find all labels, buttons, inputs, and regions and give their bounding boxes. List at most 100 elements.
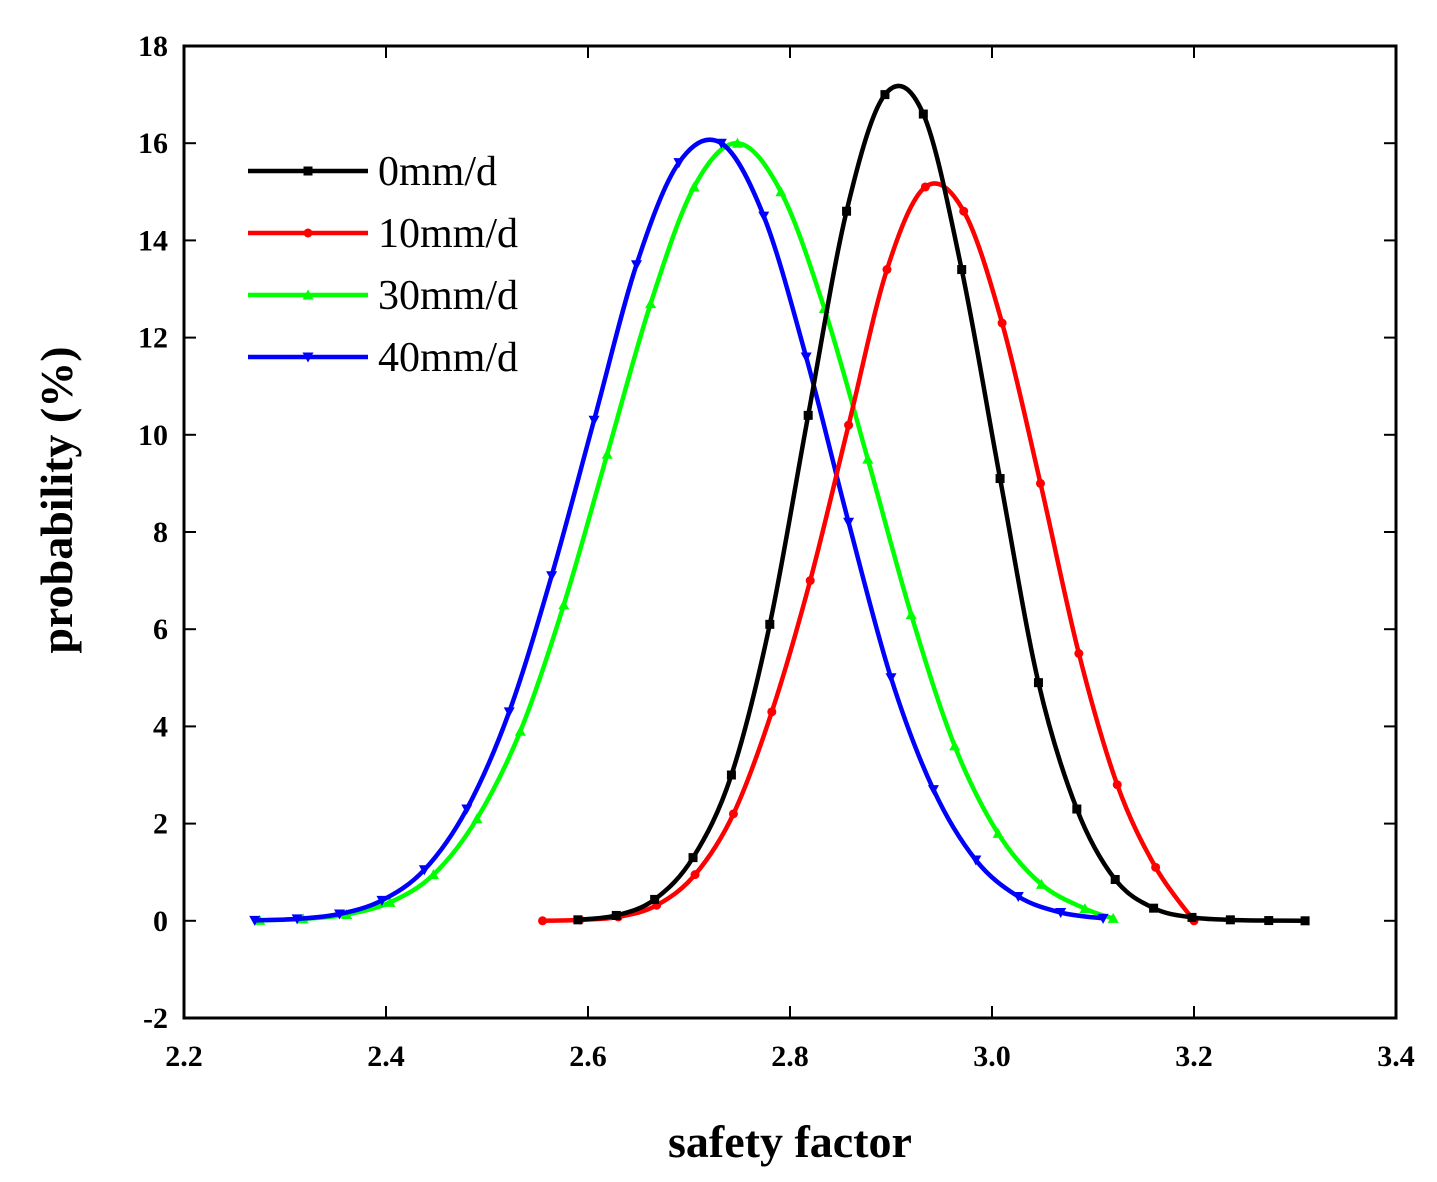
data-point-40mmd [334, 909, 346, 920]
data-point-30mmd [384, 896, 396, 907]
data-point-40mmd [461, 804, 473, 815]
data-point-40mmd [1055, 908, 1067, 919]
x-tick-label: 2.2 [165, 1040, 203, 1073]
data-point-0mmd [1264, 916, 1274, 926]
data-point-10mmd [805, 576, 815, 586]
data-point-10mmd [767, 707, 777, 717]
data-point-10mmd [1035, 478, 1045, 488]
data-point-10mmd [538, 916, 548, 926]
data-point-40mmd [843, 517, 855, 528]
data-point-40mmd [1097, 913, 1109, 924]
data-point-10mmd [997, 318, 1007, 328]
x-tick-label: 3.4 [1377, 1040, 1415, 1073]
data-point-10mmd [882, 265, 892, 275]
data-point-40mmd [758, 211, 770, 222]
data-point-40mmd [249, 915, 261, 926]
data-point-40mmd [715, 138, 727, 149]
data-point-30mmd [1079, 903, 1091, 914]
plot-frame [182, 44, 1398, 1020]
data-point-30mmd [992, 827, 1004, 838]
data-point-10mmd [1112, 780, 1122, 790]
legend-label-30mmd: 30mm/d [378, 273, 518, 319]
y-tick-label: 4 [153, 710, 168, 743]
legend: 0mm/d 10mm/d 30mm/d 40mm/d [248, 149, 518, 381]
legend-marker-40mmd [302, 352, 314, 363]
y-tick-label: 8 [153, 516, 168, 549]
data-point-40mmd [418, 865, 430, 876]
x-tick-label: 2.4 [367, 1040, 405, 1073]
data-point-40mmd [800, 352, 812, 363]
data-point-30mmd [514, 725, 526, 736]
legend-label-40mmd: 40mm/d [378, 335, 518, 381]
data-point-0mmd [1225, 915, 1235, 925]
data-point-30mmd [427, 869, 439, 880]
data-point-0mmd [1187, 912, 1197, 922]
x-tick-label: 2.8 [771, 1040, 809, 1073]
series-30mmd [254, 137, 1119, 925]
data-point-0mmd [1033, 678, 1043, 688]
data-point-0mmd [880, 90, 890, 100]
data-point-40mmd [927, 785, 939, 796]
x-tick-label: 2.6 [569, 1040, 607, 1073]
y-axis-title: probability (%) [31, 346, 82, 653]
data-point-0mmd [1110, 874, 1120, 884]
data-point-0mmd [803, 410, 813, 420]
data-point-0mmd [1149, 903, 1159, 913]
y-tick-label: 6 [153, 613, 168, 646]
y-tick-label: -2 [143, 1002, 168, 1035]
series-40mmd [249, 137, 1109, 926]
data-point-10mmd [728, 809, 738, 819]
data-point-0mmd [1072, 804, 1082, 814]
legend-label-10mmd: 10mm/d [378, 211, 518, 257]
data-point-0mmd [726, 770, 736, 780]
data-point-40mmd [376, 895, 388, 906]
data-point-0mmd [995, 474, 1005, 484]
series-line-0mmd [577, 83, 1306, 924]
data-point-30mmd [949, 740, 961, 751]
data-point-30mmd [1107, 912, 1119, 923]
legend-label-0mmd: 0mm/d [378, 149, 497, 195]
data-point-30mmd [775, 186, 787, 197]
y-tick-label: 12 [138, 322, 168, 355]
legend-marker-30mmd [302, 289, 314, 300]
data-point-0mmd [1300, 916, 1310, 926]
data-point-30mmd [862, 453, 874, 464]
data-point-40mmd [885, 673, 897, 684]
data-point-40mmd [291, 914, 303, 925]
x-axis-title: safety factor [668, 1116, 912, 1167]
axis-ticks: 2.2 2.4 2.6 2.8 3.0 3.2 3.4 -2 0 2 4 6 8 10 12 14 16 18 [138, 30, 1415, 1073]
data-point-40mmd [1012, 892, 1024, 902]
data-point-40mmd [503, 707, 515, 718]
data-point-0mmd [650, 894, 660, 904]
data-point-30mmd [688, 181, 700, 192]
data-point-30mmd [601, 448, 613, 459]
data-point-30mmd [471, 813, 483, 824]
data-point-10mmd [920, 182, 930, 192]
data-point-40mmd [673, 158, 685, 169]
data-point-30mmd [558, 599, 570, 610]
data-point-0mmd [573, 915, 583, 925]
data-point-0mmd [842, 206, 852, 216]
data-point-30mmd [905, 609, 917, 620]
y-tick-label: 16 [138, 127, 168, 160]
y-tick-label: 2 [153, 808, 168, 841]
data-point-0mmd [688, 853, 698, 863]
data-point-30mmd [731, 137, 743, 148]
series-10mmd [538, 181, 1199, 926]
data-point-30mmd [1035, 878, 1047, 889]
y-tick-label: 14 [138, 224, 168, 257]
data-point-10mmd [959, 206, 969, 216]
data-point-0mmd [918, 109, 928, 119]
x-tick-label: 3.2 [1175, 1040, 1213, 1073]
y-tick-label: 10 [138, 419, 168, 452]
series-0mmd [573, 83, 1310, 926]
data-point-0mmd [765, 619, 775, 629]
data-point-40mmd [546, 571, 558, 582]
legend-marker-0mmd [303, 166, 313, 176]
data-point-30mmd [645, 298, 657, 309]
y-tick-label: 18 [138, 30, 168, 63]
data-point-40mmd [630, 260, 642, 271]
data-point-40mmd [588, 415, 600, 426]
x-tick-label: 3.0 [973, 1040, 1011, 1073]
